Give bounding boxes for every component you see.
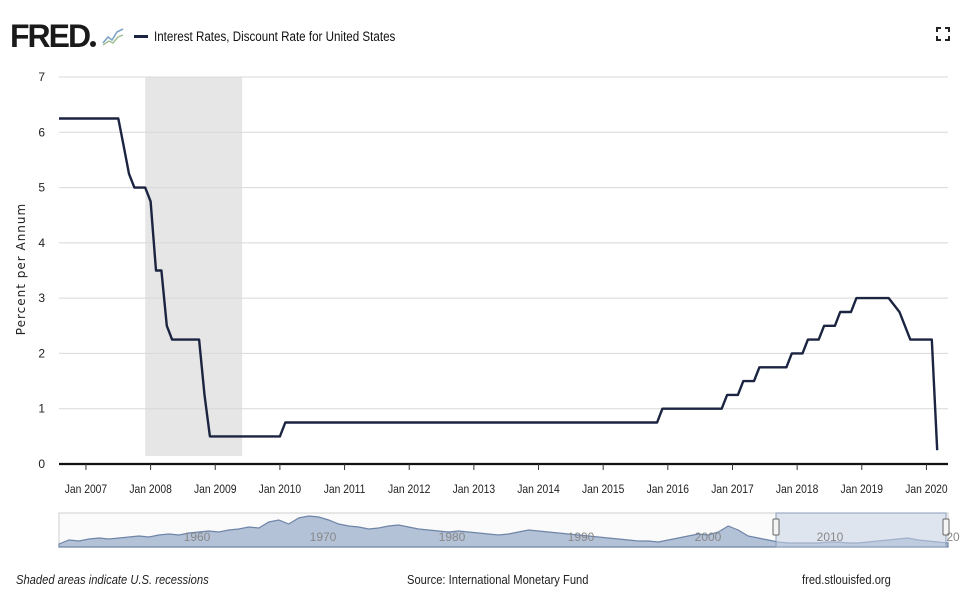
y-tick-label: 3: [38, 291, 45, 305]
x-tick-label: Jan 2017: [711, 483, 753, 496]
legend-swatch: [134, 34, 149, 38]
y-tick-label: 0: [38, 457, 45, 471]
x-tick-label: Jan 2012: [388, 483, 430, 496]
site-link[interactable]: fred.stlouisfed.org: [802, 572, 891, 587]
navigator-selection[interactable]: [775, 512, 947, 548]
series-layer[interactable]: [59, 117, 939, 451]
x-axis: Jan 2007 Jan 2008 Jan 2009 Jan 2010 Jan 2011…: [65, 464, 948, 496]
fred-logo-dot: [90, 41, 97, 47]
line-chart-icon: [102, 28, 124, 46]
navigator-label: 1990: [568, 530, 595, 544]
navigator-label: 1960: [184, 530, 211, 544]
navigator-label: 20: [946, 530, 960, 544]
x-tick-label: Jan 2008: [129, 483, 171, 496]
y-tick-label: 4: [38, 236, 45, 250]
x-tick-label: Jan 2016: [647, 483, 689, 496]
navigator-label: 1970: [310, 530, 337, 544]
fullscreen-icon[interactable]: [936, 27, 950, 41]
y-axis: 0 1 2 3 4 5 6 7: [38, 70, 45, 471]
x-tick-label: Jan 2018: [776, 483, 818, 496]
navigator-label: 1980: [439, 530, 466, 544]
x-tick-label: Jan 2013: [453, 483, 495, 496]
source-note: Source: International Monetary Fund: [407, 572, 589, 587]
fred-logo[interactable]: FRED: [10, 18, 91, 54]
y-tick-label: 2: [38, 346, 45, 360]
series-line[interactable]: [59, 117, 939, 451]
chart-header: FRED Interest Rates, Discount Rate for U…: [10, 18, 435, 54]
series-title[interactable]: Interest Rates, Discount Rate for United…: [154, 28, 396, 44]
navigator-label: 2010: [817, 530, 844, 544]
x-tick-label: Jan 2019: [841, 483, 883, 496]
y-axis-title: Percent per Annum: [14, 203, 28, 335]
recession-layer: [145, 77, 243, 456]
y-tick-label: 7: [38, 70, 45, 84]
navigator[interactable]: 1960 1970 1980 1990 2000 2010 20: [58, 512, 960, 548]
recession-band: [145, 77, 243, 456]
y-tick-label: 1: [38, 402, 45, 416]
recession-note: Shaded areas indicate U.S. recessions: [16, 572, 209, 587]
site-link-text[interactable]: fred.stlouisfed.org: [802, 572, 891, 587]
navigator-handle[interactable]: [942, 518, 950, 536]
x-tick-label: Jan 2011: [324, 483, 366, 496]
y-tick-label: 6: [38, 125, 45, 139]
x-tick-label: Jan 2015: [582, 483, 624, 496]
x-tick-label: Jan 2007: [65, 483, 107, 496]
x-tick-label: Jan 2020: [905, 483, 947, 496]
navigator-handle[interactable]: [772, 518, 780, 536]
y-tick-label: 5: [38, 181, 45, 195]
x-tick-label: Jan 2010: [259, 483, 301, 496]
navigator-label: 2000: [695, 530, 722, 544]
x-tick-label: Jan 2014: [517, 483, 559, 496]
grid-layer: [59, 76, 948, 466]
x-tick-label: Jan 2009: [194, 483, 236, 496]
